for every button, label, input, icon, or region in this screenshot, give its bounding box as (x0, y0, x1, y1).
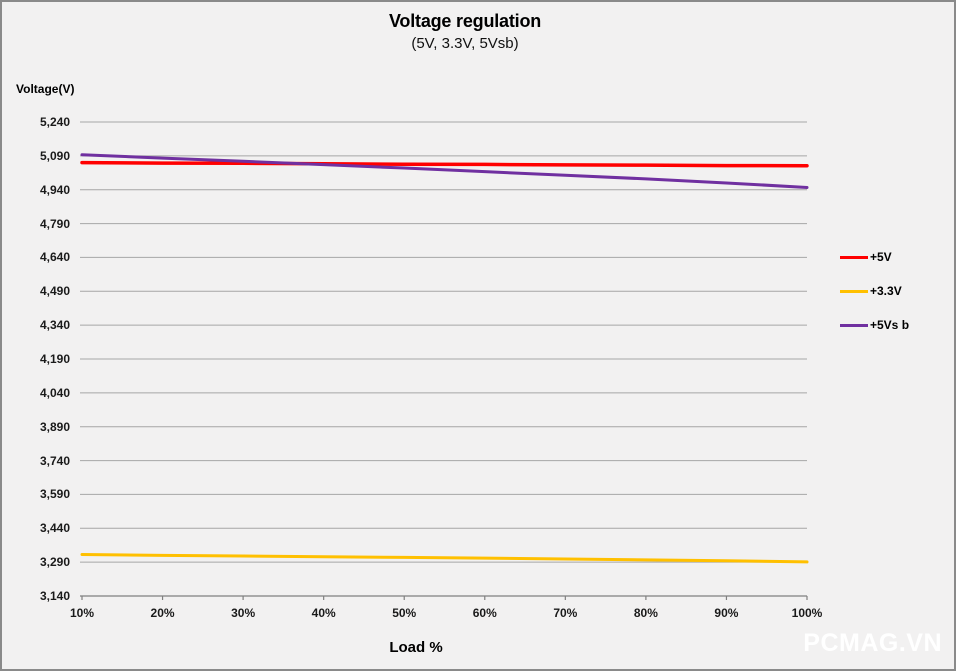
x-axis-tick-label: 60% (472, 606, 497, 620)
y-axis-tick-label: 5,090 (39, 148, 70, 163)
x-axis-tick-label: 10% (69, 606, 95, 620)
x-axis-tick-label: 70% (553, 606, 578, 620)
y-axis-tick-label: 3,890 (39, 419, 70, 434)
x-axis-tick-label: 90% (714, 606, 739, 620)
x-axis-tick-label: 50% (392, 606, 417, 620)
y-axis-tick-label: 3,290 (39, 555, 70, 570)
legend-line-swatch-5vsb-icon (840, 323, 868, 327)
legend-label-3v3: +3.3V (870, 284, 902, 298)
x-axis-tick-label: 80% (633, 606, 658, 620)
y-axis-tick-label: 4,940 (39, 182, 70, 197)
y-axis-tick-label: 3,140 (39, 589, 70, 603)
y-axis-tick-label: 5,240 (39, 115, 70, 129)
legend-line-swatch-3v3-icon (840, 289, 868, 293)
y-axis-tick-label: 4,340 (39, 318, 70, 333)
watermark: PCMAG.VN (803, 629, 942, 657)
x-axis-tick-label: 100% (791, 606, 823, 620)
y-axis-tick-label: 3,590 (39, 487, 70, 502)
chart-title: Voltage regulation (388, 11, 542, 31)
chart-legend: +5V +3.3V +5Vs b (840, 240, 909, 342)
legend-item-3v3: +3.3V (840, 274, 909, 308)
y-axis-tick-label: 4,040 (39, 385, 70, 400)
y-axis-tick-label: 4,190 (39, 352, 70, 366)
x-axis-tick-label: 30% (231, 606, 256, 620)
legend-label-5vsb: +5Vs b (870, 318, 910, 332)
x-axis-title: Load % (389, 639, 443, 656)
y-axis-tick-label: 4,490 (39, 284, 70, 299)
chart-title-block: Voltage regulation (5V, 3.3V, 5Vsb) (389, 11, 541, 52)
chart-subtitle: (5V, 3.3V, 5Vsb) (411, 35, 519, 52)
y-axis-title: Voltage(V) (16, 82, 75, 96)
x-axis-tick-label: 20% (150, 606, 175, 620)
legend-line-swatch-5v-icon (840, 255, 868, 259)
legend-item-5v: +5V (840, 240, 909, 274)
legend-item-5vsb: +5Vs b (840, 308, 909, 342)
y-axis-tick-label: 3,740 (39, 453, 70, 468)
y-axis-tick-label: 4,640 (39, 250, 70, 265)
legend-label-5v: +5V (870, 250, 892, 264)
y-axis-tick-label: 3,440 (39, 521, 70, 536)
y-axis-tick-label: 4,790 (39, 216, 70, 231)
x-axis-tick-label: 40% (311, 606, 336, 620)
